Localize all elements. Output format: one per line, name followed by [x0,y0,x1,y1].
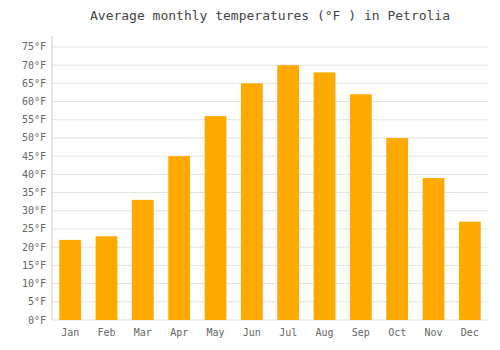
x-tick-label: Mar [134,327,152,338]
grid-line [52,137,488,138]
x-axis: Jan Feb Mar Apr May Jun Jul Aug Sep Oct Nov Dec [61,327,479,338]
x-tick-label: Sep [352,327,370,338]
x-tick-label: Jan [61,327,79,338]
y-tick-label: 5°F [28,296,46,307]
grid-line [52,174,488,175]
y-tick-label: 20°F [22,242,46,253]
bar [314,72,336,320]
y-tick-label: 55°F [22,114,46,125]
y-tick-label: 70°F [22,60,46,71]
grid-line [52,156,488,157]
grid-line [52,65,488,66]
bar [168,156,190,320]
y-tick-label: 50°F [22,132,46,143]
y-tick-label: 40°F [22,169,46,180]
grid-line [52,83,488,84]
bar [96,236,118,320]
page: {"chart_data": {"type": "bar", "title": … [0,0,500,350]
bar [423,178,445,320]
x-tick-label: Feb [97,327,115,338]
bar [277,65,299,320]
y-tick-label: 65°F [22,78,46,89]
grid-line [52,46,488,47]
bar [386,138,408,320]
x-tick-label: May [206,327,224,338]
y-tick-label: 10°F [22,278,46,289]
x-tick-label: Jul [279,327,297,338]
y-tick-label: 35°F [22,187,46,198]
grid-line [52,119,488,120]
grid [52,47,488,320]
chart-container: 0°F 5°F 10°F 15°F 20°F 25°F 30°F 35°F 40°F 45°F 50… [0,0,500,350]
y-axis: 0°F 5°F 10°F 15°F 20°F 25°F 30°F 35°F 40°F 45°F 50… [22,36,52,326]
y-tick-label: 75°F [22,41,46,52]
chart-title: Average monthly temperatures (°F ) in Pe… [90,8,450,23]
bars [59,65,480,320]
y-tick-label: 0°F [28,315,46,326]
y-tick-label: 60°F [22,96,46,107]
x-tick-label: Jun [243,327,261,338]
grid-line [52,101,488,102]
x-tick-label: Oct [388,327,406,338]
x-tick-label: Nov [424,327,442,338]
bar [459,222,481,320]
bar [205,116,227,320]
bar [59,240,81,320]
x-tick-label: Aug [315,327,333,338]
y-axis-line [52,36,53,320]
bar [132,200,154,320]
y-tick-label: 30°F [22,205,46,216]
chart-svg: 0°F 5°F 10°F 15°F 20°F 25°F 30°F 35°F 40°F 45°F 50… [0,0,500,350]
y-tick-label: 15°F [22,260,46,271]
bar [241,83,263,320]
bar [350,94,372,320]
y-tick-label: 25°F [22,223,46,234]
y-tick-label: 45°F [22,151,46,162]
x-tick-label: Apr [170,327,188,338]
x-tick-label: Dec [461,327,479,338]
